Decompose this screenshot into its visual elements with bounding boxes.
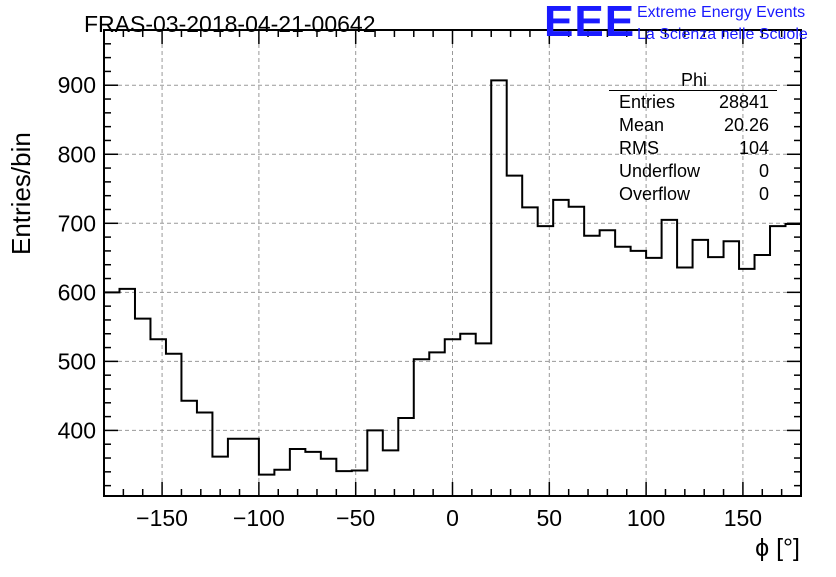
x-tick-label: −150 bbox=[136, 505, 188, 531]
stats-label: Mean bbox=[619, 115, 665, 135]
chart-title: FRAS-03-2018-04-21-00642 bbox=[84, 11, 376, 37]
stats-value: 0 bbox=[758, 161, 769, 181]
y-tick-label: 600 bbox=[58, 279, 96, 305]
stats-row-rms: RMS 104 bbox=[619, 138, 769, 160]
stats-row-mean: Mean 20.26 bbox=[619, 115, 769, 137]
stats-divider bbox=[609, 90, 777, 91]
y-axis-label: Entries/bin bbox=[6, 132, 36, 255]
stats-label: Underflow bbox=[619, 161, 701, 181]
x-axis-label: ϕ [°] bbox=[755, 534, 800, 562]
x-tick-label: 150 bbox=[724, 505, 762, 531]
logo-mark: EEE bbox=[544, 0, 636, 46]
logo-text-line2: La Scienza nelle Scuole bbox=[637, 26, 808, 43]
stats-value: 28841 bbox=[718, 92, 769, 112]
stats-row-underflow: Underflow 0 bbox=[619, 161, 769, 183]
x-tick-label: 50 bbox=[537, 505, 563, 531]
stats-label: RMS bbox=[619, 138, 659, 158]
y-tick-label: 800 bbox=[58, 141, 96, 167]
x-tick-label: 100 bbox=[627, 505, 665, 531]
stats-title: Phi bbox=[680, 70, 707, 90]
stats-label: Overflow bbox=[619, 184, 691, 204]
y-tick-label: 700 bbox=[58, 210, 96, 236]
x-tick-label: −50 bbox=[336, 505, 375, 531]
logo-text-line1: Extreme Energy Events bbox=[637, 4, 806, 21]
y-tick-label: 900 bbox=[58, 72, 96, 98]
histogram-series bbox=[104, 54, 802, 476]
stats-value: 0 bbox=[758, 184, 769, 204]
y-tick-label: 400 bbox=[58, 417, 96, 443]
x-tick-label: 0 bbox=[446, 505, 459, 531]
x-tick-label: −100 bbox=[233, 505, 285, 531]
stats-box: Phi Entries 28841 Mean 20.26 RMS 104 Und… bbox=[609, 70, 779, 210]
stats-value: 104 bbox=[738, 138, 769, 158]
stats-row-overflow: Overflow 0 bbox=[619, 184, 769, 206]
stats-label: Entries bbox=[619, 92, 676, 112]
y-tick-label: 500 bbox=[58, 348, 96, 374]
stats-value: 20.26 bbox=[723, 115, 769, 135]
stats-row-entries: Entries 28841 bbox=[619, 92, 769, 114]
